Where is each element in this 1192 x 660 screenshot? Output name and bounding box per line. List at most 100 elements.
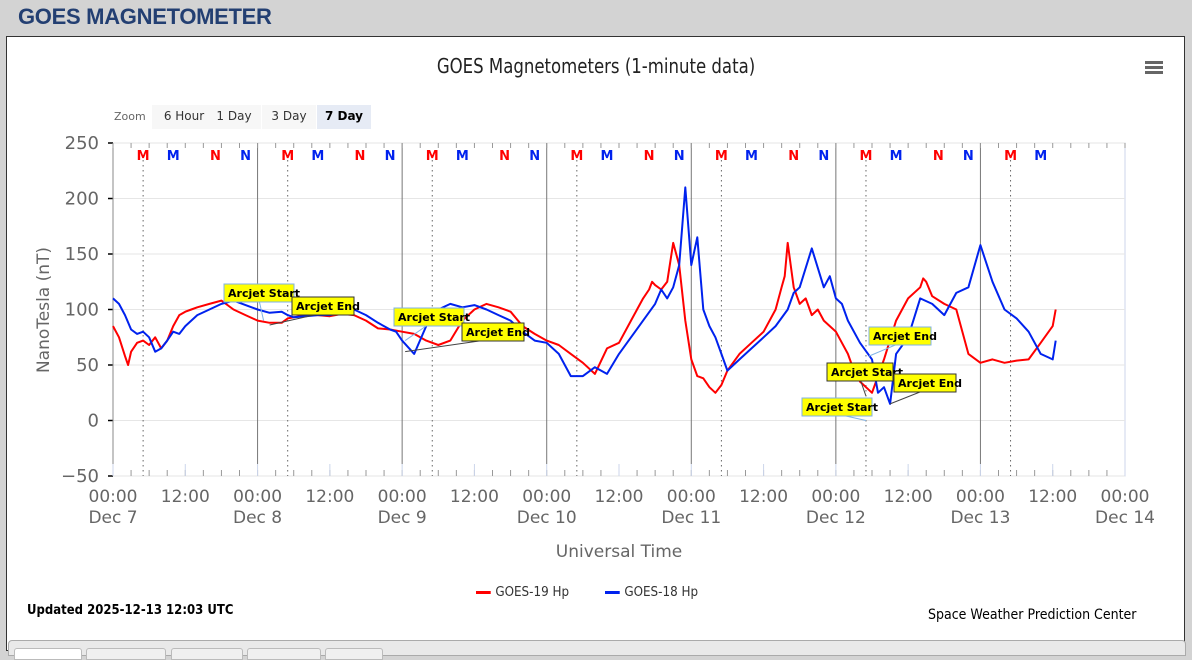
x-tick-label: 00:00	[1101, 487, 1150, 507]
marker-n: N	[210, 149, 221, 164]
marker-m: M	[1034, 149, 1047, 164]
x-tick-label: 12:00	[595, 487, 644, 507]
zoom-7-day-button[interactable]: 7 Day	[317, 105, 371, 129]
annotation-label: Arcjet Start	[398, 311, 470, 324]
legend-item-goes19[interactable]: GOES-19 Hp	[476, 585, 569, 600]
updated-timestamp: Updated 2025-12-13 12:03 UTC	[27, 603, 234, 618]
x-tick-label: 12:00	[450, 487, 499, 507]
y-tick-label: 250	[65, 133, 99, 154]
marker-m: M	[860, 149, 873, 164]
annotation-box	[393, 307, 465, 327]
marker-m: M	[281, 149, 294, 164]
page-title: GOES MAGNETOMETER	[18, 4, 272, 29]
marker-n: N	[933, 149, 944, 164]
annotation-connector	[859, 378, 867, 397]
x-tick-label: 00:00	[378, 487, 427, 507]
zoom-label: Zoom	[114, 110, 146, 123]
annotation-box	[801, 397, 873, 417]
bottom-tab-4[interactable]	[247, 648, 321, 660]
marker-n: N	[818, 149, 829, 164]
x-date-label: Dec 11	[661, 508, 721, 528]
x-tick-label: 00:00	[89, 487, 138, 507]
x-date-label: Dec 8	[233, 508, 282, 528]
y-tick-label: 200	[65, 189, 99, 210]
marker-m: M	[456, 149, 469, 164]
marker-n: N	[529, 149, 540, 164]
x-tick-label: 12:00	[739, 487, 788, 507]
annotation-box	[461, 322, 525, 342]
y-tick-label: 50	[76, 355, 99, 376]
x-tick-label: 12:00	[884, 487, 933, 507]
zoom-1-day-button[interactable]: 1 Day	[207, 105, 261, 129]
marker-n: N	[788, 149, 799, 164]
x-tick-label: 12:00	[161, 487, 210, 507]
zoom-6-hour-button[interactable]: 6 Hour	[152, 105, 216, 129]
annotation-box	[223, 283, 295, 303]
marker-n: N	[963, 149, 974, 164]
y-tick-label: 0	[88, 411, 99, 432]
annotation-box	[826, 362, 894, 382]
bottom-tab-1[interactable]	[14, 648, 82, 660]
x-date-label: Dec 7	[88, 508, 137, 528]
chart-title: GOES Magnetometers (1-minute data)	[436, 54, 756, 78]
x-date-label: Dec 14	[1095, 508, 1155, 528]
x-tick-label: 00:00	[956, 487, 1005, 507]
x-date-label: Dec 10	[517, 508, 577, 528]
annotation-label: Arcjet End	[466, 326, 530, 339]
legend-swatch-blue	[605, 591, 620, 594]
annotation-connector	[258, 299, 265, 321]
legend-swatch-red	[476, 591, 491, 594]
zoom-3-day-button[interactable]: 3 Day	[262, 105, 316, 129]
hamburger-menu-icon[interactable]	[1145, 61, 1163, 75]
annotation-box	[893, 373, 957, 393]
annotation-label: Arcjet Start	[831, 366, 903, 379]
marker-n: N	[240, 149, 251, 164]
x-tick-label: 00:00	[667, 487, 716, 507]
annotation-connector	[404, 323, 430, 341]
annotation-label: Arcjet End	[873, 330, 937, 343]
marker-n: N	[674, 149, 685, 164]
marker-m: M	[311, 149, 324, 164]
x-tick-label: 00:00	[811, 487, 860, 507]
y-tick-label: 150	[65, 244, 99, 265]
annotation-box	[868, 326, 932, 346]
x-date-label: Dec 9	[378, 508, 427, 528]
marker-n: N	[644, 149, 655, 164]
y-tick-label: 100	[65, 300, 99, 321]
y-tick-label: −50	[61, 466, 99, 487]
marker-m: M	[890, 149, 903, 164]
x-tick-label: 00:00	[522, 487, 571, 507]
marker-m: M	[1004, 149, 1017, 164]
marker-m: M	[137, 149, 150, 164]
x-date-label: Dec 12	[806, 508, 866, 528]
x-tick-label: 12:00	[305, 487, 354, 507]
marker-m: M	[426, 149, 439, 164]
annotation-label: Arcjet End	[898, 377, 962, 390]
marker-m: M	[570, 149, 583, 164]
annotation-label: Arcjet Start	[806, 401, 878, 414]
annotation-label: Arcjet Start	[228, 287, 300, 300]
x-date-label: Dec 13	[950, 508, 1010, 528]
annotation-box	[291, 296, 355, 316]
bottom-tab-2[interactable]	[86, 648, 166, 660]
legend-label: GOES-19 Hp	[495, 585, 570, 600]
legend-label: GOES-18 Hp	[624, 585, 699, 600]
marker-n: N	[499, 149, 510, 164]
marker-n: N	[355, 149, 366, 164]
marker-m: M	[715, 149, 728, 164]
marker-n: N	[385, 149, 396, 164]
x-tick-label: 00:00	[233, 487, 282, 507]
marker-m: M	[167, 149, 180, 164]
annotation-label: Arcjet End	[296, 300, 360, 313]
marker-m: M	[745, 149, 758, 164]
y-axis-title: NanoTesla (nT)	[34, 247, 54, 373]
series-line-goes-19-hp	[112, 241, 1057, 394]
legend-item-goes18[interactable]: GOES-18 Hp	[605, 585, 698, 600]
bottom-tab-3[interactable]	[171, 648, 243, 660]
credit-text: Space Weather Prediction Center	[928, 607, 1137, 623]
bottom-tab-5[interactable]	[325, 648, 383, 660]
x-axis-title: Universal Time	[556, 542, 682, 562]
x-tick-label: 12:00	[1028, 487, 1077, 507]
marker-m: M	[600, 149, 613, 164]
